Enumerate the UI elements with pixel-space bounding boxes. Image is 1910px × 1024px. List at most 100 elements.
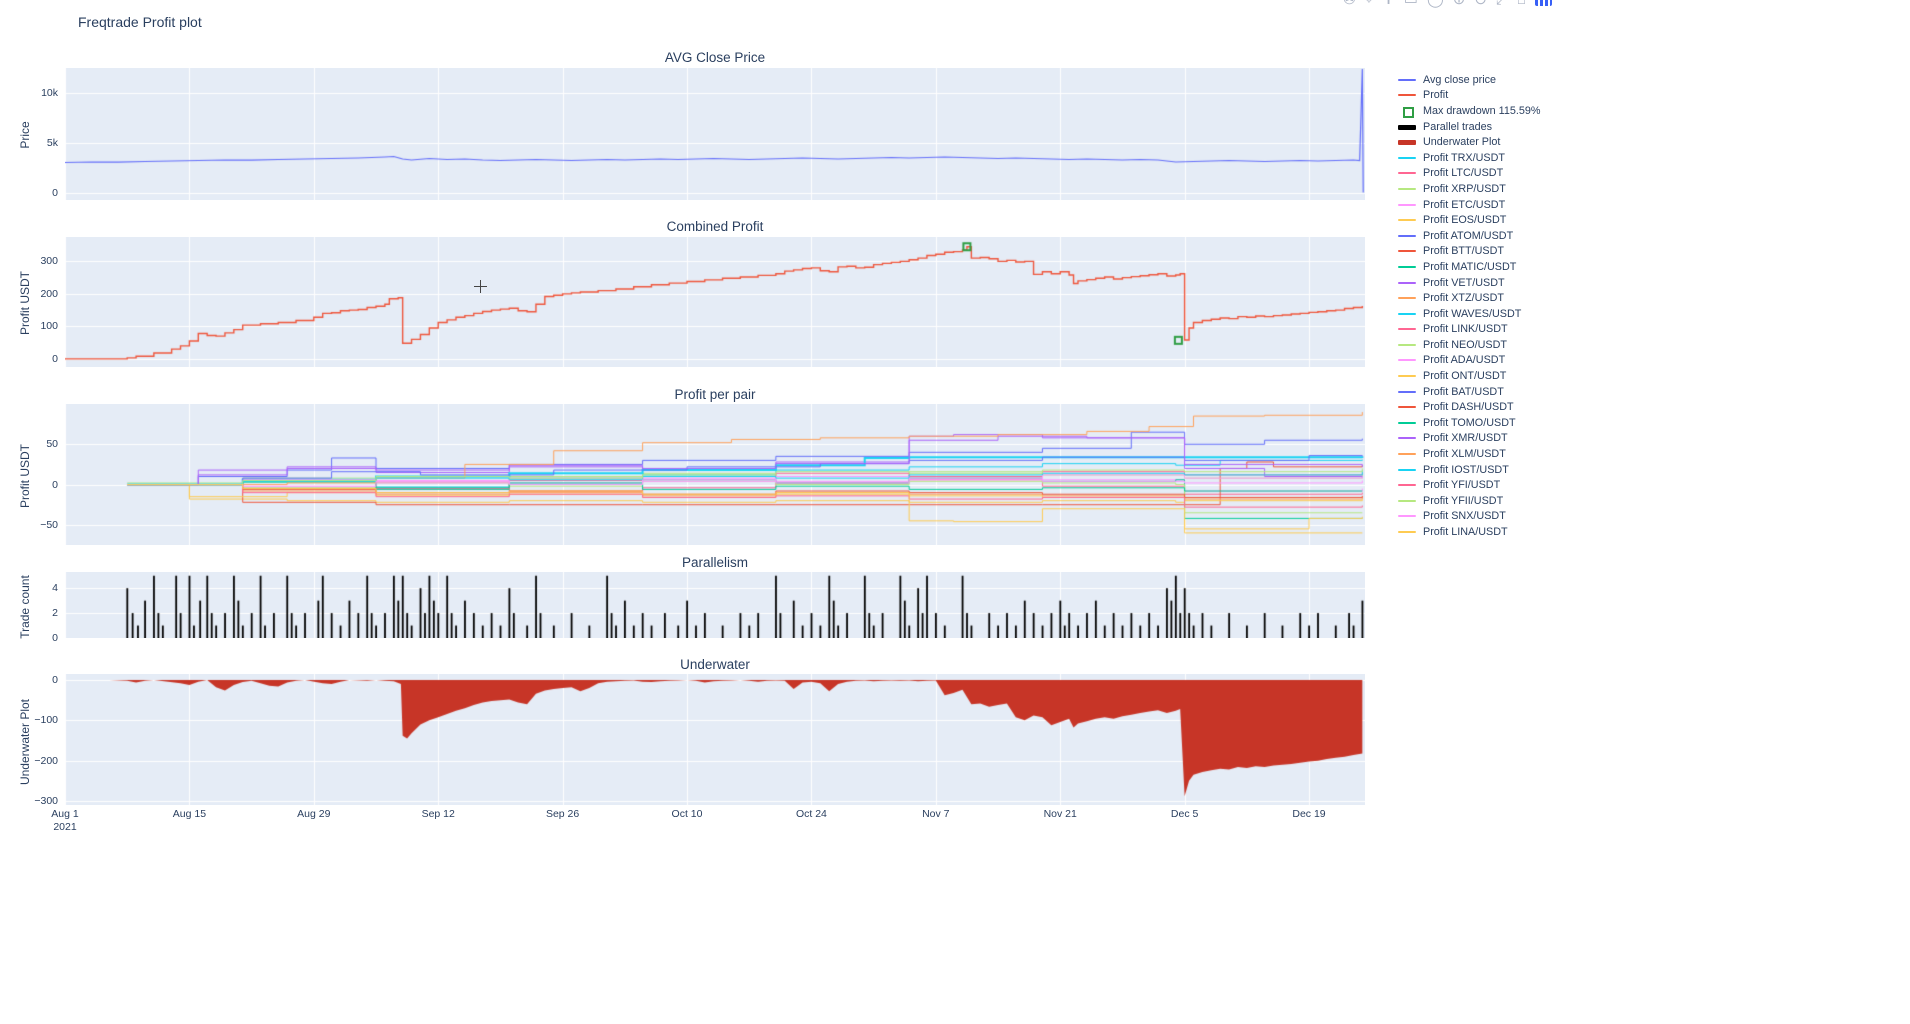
zoom-icon[interactable]: ⌖ — [1365, 0, 1373, 9]
legend-item[interactable]: Underwater Plot — [1398, 134, 1568, 150]
legend-label: Profit XTZ/USDT — [1423, 292, 1504, 305]
legend-item[interactable]: Profit LINA/USDT — [1398, 524, 1568, 540]
camera-icon[interactable]: ✇ — [1343, 0, 1356, 9]
x-tick-label: Dec 19 — [1292, 808, 1326, 820]
pan-icon[interactable]: ✛ — [1382, 0, 1395, 9]
modebar: ✇ ⌖ ✛ ▭ ◯ ⊕ ⊖ ⤢ ⌂ — [1343, 0, 1552, 9]
legend-swatch — [1398, 480, 1418, 490]
legend-swatch — [1398, 168, 1418, 178]
legend-swatch — [1398, 137, 1418, 147]
legend-swatch — [1398, 153, 1418, 163]
y-tick-label: 0 — [52, 187, 58, 199]
legend-swatch — [1398, 371, 1418, 381]
legend-swatch — [1398, 324, 1418, 334]
y-tick-label: 4 — [52, 582, 58, 595]
legend-item[interactable]: Profit ETC/USDT — [1398, 197, 1568, 213]
legend-label: Profit YFII/USDT — [1423, 494, 1504, 507]
legend-item[interactable]: Profit WAVES/USDT — [1398, 306, 1568, 322]
legend-item[interactable]: Profit LTC/USDT — [1398, 166, 1568, 182]
underwater-plot[interactable] — [65, 674, 1365, 805]
legend-item[interactable]: Avg close price — [1398, 72, 1568, 88]
x-tick-label: Sep 26 — [545, 808, 580, 820]
autoscale-icon[interactable]: ⤢ — [1496, 0, 1508, 9]
legend-item[interactable]: Profit IOST/USDT — [1398, 462, 1568, 478]
legend-item[interactable]: Profit YFII/USDT — [1398, 493, 1568, 509]
legend-label: Profit LINA/USDT — [1423, 526, 1508, 539]
y-tick-label: 0 — [52, 632, 58, 644]
legend-item[interactable]: Profit XLM/USDT — [1398, 446, 1568, 462]
subplot-title-profit-per-pair: Profit per pair — [674, 387, 756, 402]
legend-swatch — [1398, 465, 1418, 475]
x-tick-label: Oct 24 — [795, 808, 827, 820]
legend-item[interactable]: Profit XRP/USDT — [1398, 181, 1568, 197]
legend-swatch — [1398, 75, 1418, 85]
legend-item[interactable]: Profit EOS/USDT — [1398, 212, 1568, 228]
subplot-title-combined-profit: Combined Profit — [666, 219, 764, 234]
legend-swatch — [1398, 387, 1418, 397]
legend-item[interactable]: Profit ATOM/USDT — [1398, 228, 1568, 244]
profit-per-pair-plot[interactable] — [65, 404, 1365, 545]
legend-swatch — [1398, 215, 1418, 225]
legend-item[interactable]: Profit SNX/USDT — [1398, 509, 1568, 525]
legend-item[interactable]: Profit MATIC/USDT — [1398, 259, 1568, 275]
y-tick-label: 50 — [46, 438, 58, 451]
reset-axes-icon[interactable]: ⌂ — [1517, 0, 1526, 9]
legend-item[interactable]: Profit DASH/USDT — [1398, 399, 1568, 415]
y-tick-label: −200 — [34, 754, 58, 767]
x-tick-label: Nov 7 — [922, 808, 950, 820]
y-tick-label: 100 — [40, 320, 58, 333]
legend-swatch — [1398, 184, 1418, 194]
lasso-select-icon[interactable]: ◯ — [1427, 0, 1444, 9]
legend-swatch — [1398, 527, 1418, 537]
zoom-out-icon[interactable]: ⊖ — [1474, 0, 1487, 9]
max-drawdown-marker-swatch — [1398, 106, 1418, 118]
legend-item[interactable]: Profit BTT/USDT — [1398, 244, 1568, 260]
legend-swatch — [1398, 355, 1418, 365]
legend-label: Profit XLM/USDT — [1423, 448, 1506, 461]
legend-label: Profit — [1423, 89, 1449, 102]
y-tick-label: −300 — [34, 794, 58, 807]
legend-item[interactable]: Profit YFI/USDT — [1398, 477, 1568, 493]
legend-item[interactable]: Profit — [1398, 88, 1568, 104]
x-tick-label: Oct 10 — [671, 808, 703, 820]
legend-item[interactable]: Profit LINK/USDT — [1398, 322, 1568, 338]
legend-label: Profit EOS/USDT — [1423, 214, 1507, 227]
combined-profit-plot[interactable] — [65, 237, 1365, 367]
legend-item[interactable]: Profit ONT/USDT — [1398, 368, 1568, 384]
y-tick-label: 0 — [52, 674, 58, 687]
legend-label: Profit DASH/USDT — [1423, 401, 1514, 414]
box-select-icon[interactable]: ▭ — [1404, 0, 1418, 9]
legend-swatch — [1398, 262, 1418, 272]
legend-swatch — [1398, 246, 1418, 256]
legend-label: Profit IOST/USDT — [1423, 463, 1509, 476]
legend-label: Profit SNX/USDT — [1423, 510, 1506, 523]
legend-item[interactable]: Profit TOMO/USDT — [1398, 415, 1568, 431]
legend-item[interactable]: Profit XTZ/USDT — [1398, 290, 1568, 306]
y-axis-label-underwater: Underwater Plot — [18, 698, 32, 786]
avg-close-price-plot[interactable] — [65, 68, 1365, 200]
cursor-crosshair — [474, 280, 487, 293]
y-tick-label: 200 — [40, 287, 58, 300]
legend-label: Profit NEO/USDT — [1423, 338, 1507, 351]
legend-swatch — [1398, 293, 1418, 303]
legend-item[interactable]: Parallel trades — [1398, 119, 1568, 135]
legend-item[interactable]: Profit NEO/USDT — [1398, 337, 1568, 353]
legend-label: Profit ONT/USDT — [1423, 370, 1507, 383]
legend-item[interactable]: Profit VET/USDT — [1398, 275, 1568, 291]
plotly-logo[interactable] — [1535, 0, 1552, 6]
legend-item[interactable]: Profit TRX/USDT — [1398, 150, 1568, 166]
legend-item[interactable]: Profit XMR/USDT — [1398, 431, 1568, 447]
legend-label: Profit LTC/USDT — [1423, 167, 1504, 180]
legend-item[interactable]: Profit ADA/USDT — [1398, 353, 1568, 369]
x-tick-label: Sep 12 — [421, 808, 455, 820]
legend-item[interactable]: Profit BAT/USDT — [1398, 384, 1568, 400]
legend-label: Profit YFI/USDT — [1423, 479, 1501, 492]
x-tick-label: Aug 15 — [172, 808, 207, 820]
zoom-in-icon[interactable]: ⊕ — [1453, 0, 1466, 9]
legend-swatch — [1398, 278, 1418, 288]
legend-item[interactable]: Max drawdown 115.59% — [1398, 103, 1568, 119]
legend-label: Profit ATOM/USDT — [1423, 229, 1514, 242]
legend-swatch — [1398, 418, 1418, 428]
legend-label: Profit ADA/USDT — [1423, 354, 1506, 367]
parallelism-plot[interactable] — [65, 572, 1365, 638]
